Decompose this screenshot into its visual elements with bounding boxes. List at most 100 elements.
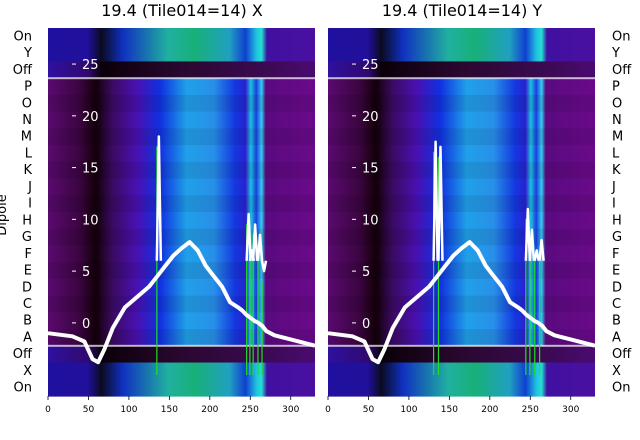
x-tick-label: 200 (201, 405, 218, 415)
heatmap-row (328, 94, 595, 113)
heatmap-row (48, 44, 315, 63)
heatmap-row-shade (48, 295, 315, 313)
heatmap-row (48, 295, 315, 313)
spike-point (538, 238, 545, 261)
row-label: Off (612, 63, 632, 78)
row-label: G (22, 230, 32, 245)
heatmap-row-shade (48, 228, 315, 247)
x-tick-label: 250 (242, 405, 259, 415)
row-label: F (25, 247, 32, 262)
spike-point (260, 260, 268, 273)
y-axis-label: Dipole (0, 194, 10, 235)
heatmap-row (328, 295, 595, 313)
spike-point (524, 207, 532, 261)
row-label: I (28, 197, 32, 212)
row-label: G (612, 230, 622, 245)
heatmap-row-shade (328, 94, 595, 113)
row-label: J (27, 180, 32, 195)
separator (48, 344, 315, 347)
spike-point (256, 233, 264, 261)
row-label: O (22, 96, 32, 111)
row-label: D (22, 280, 32, 295)
series-line (327, 240, 596, 365)
heatmap-row (328, 61, 595, 79)
row-label: On (612, 29, 630, 44)
heatmap-row (48, 379, 315, 397)
heatmap-row (48, 178, 315, 196)
row-label: On (14, 29, 32, 44)
x-tick-label: 150 (441, 405, 458, 415)
heatmap-row-shade (328, 228, 595, 247)
heatmap-row (328, 128, 595, 146)
row-label: E (24, 264, 32, 279)
heatmap-row (328, 262, 595, 280)
overlay-tick-label: 5 (362, 265, 370, 280)
overlay-tick-label: 0 (82, 317, 90, 332)
x-tick-label: 150 (161, 405, 178, 415)
heatmap-row (328, 28, 595, 46)
row-label: P (24, 80, 32, 95)
heatmap-row-shade (48, 195, 315, 213)
heatmap-row-shade (328, 128, 595, 146)
overlay-tick-label: 20 (82, 110, 99, 125)
heatmap-row-shade (328, 161, 595, 180)
heatmap-row-shade (328, 329, 595, 347)
row-label: K (612, 163, 621, 178)
row-label: X (23, 364, 32, 379)
overlay-tick-label: 10 (82, 213, 99, 228)
heatmap-row-shade (48, 161, 315, 180)
overlay-tick-label: 20 (362, 110, 379, 125)
panel-title-y: 19.4 (Tile014=14) Y (382, 1, 543, 20)
heatmap-row (48, 61, 315, 79)
row-label: A (23, 330, 32, 345)
spike-point (528, 228, 536, 261)
heatmap-row (328, 362, 595, 380)
spike-point (533, 249, 540, 262)
heatmap-row (328, 379, 595, 397)
heatmap-row-shade (48, 329, 315, 347)
heatmap-row-shade (48, 262, 315, 280)
spike-point (155, 135, 163, 261)
row-label: Y (611, 46, 620, 61)
x-tick-label: 100 (400, 405, 417, 415)
row-label: H (612, 213, 622, 228)
overlay-tick-label: 25 (362, 58, 379, 73)
row-label: O (612, 96, 622, 111)
heatmap-row (328, 78, 595, 96)
row-label: C (23, 297, 32, 312)
row-label: Off (13, 347, 33, 362)
heatmap-row-shade (328, 295, 595, 313)
heatmap-row (48, 111, 315, 129)
spike-point (245, 212, 252, 261)
x-tick-label: 50 (363, 405, 375, 415)
overlay-tick-label: 10 (362, 213, 379, 228)
row-label: On (612, 381, 630, 396)
row-label: C (612, 297, 621, 312)
overlay-tick-label: 15 (82, 162, 99, 177)
row-label: M (612, 130, 623, 145)
row-label: L (612, 146, 620, 161)
overlay-tick-label: 5 (82, 265, 90, 280)
row-label: F (612, 247, 619, 262)
heatmap-row (328, 44, 595, 63)
heatmap-row (328, 278, 595, 297)
overlay-tick-label: 0 (362, 317, 370, 332)
x-tick-label: 300 (282, 405, 299, 415)
heatmap-row (48, 329, 315, 347)
heatmap-row (48, 362, 315, 380)
heatmap-row (48, 145, 315, 163)
row-label: K (23, 163, 32, 178)
row-label: On (14, 381, 32, 396)
series-line (47, 240, 316, 365)
heatmap-row-shade (328, 195, 595, 213)
x-tick-label: 0 (45, 405, 51, 415)
heatmap-row (328, 111, 595, 129)
row-label: N (612, 113, 622, 128)
separator (328, 77, 595, 80)
spike-point (437, 145, 444, 261)
row-label: Y (23, 46, 32, 61)
x-tick-label: 250 (522, 405, 539, 415)
x-tick-label: 0 (325, 405, 331, 415)
heatmap-row (48, 94, 315, 113)
